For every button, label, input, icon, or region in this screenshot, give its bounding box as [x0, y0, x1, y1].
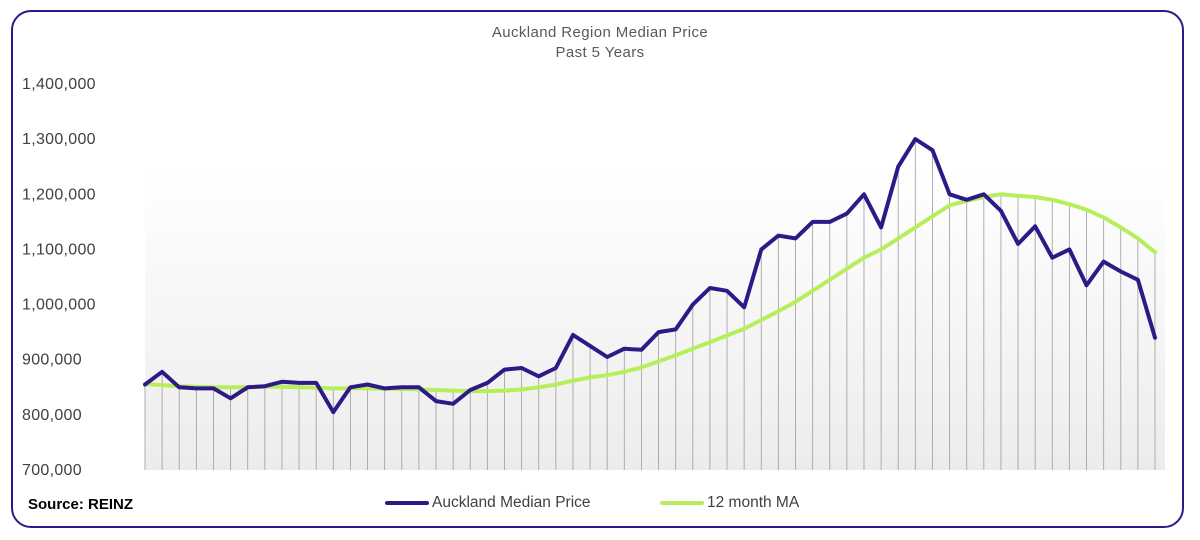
legend-swatch-auckland-median [385, 501, 429, 505]
y-tick-label: 700,000 [22, 462, 82, 479]
series-lines [143, 137, 1157, 415]
drop-lines [144, 139, 1156, 470]
plot-background [145, 170, 1165, 470]
y-tick-label: 1,400,000 [22, 76, 96, 93]
y-tick-label: 1,200,000 [22, 186, 96, 203]
y-tick-label: 900,000 [22, 352, 82, 369]
y-tick-label: 800,000 [22, 407, 82, 424]
legend-label-auckland-median: Auckland Median Price [432, 494, 591, 511]
y-axis-ticks: 1,400,000 1,300,000 1,200,000 1,100,000 1,00… [22, 76, 96, 479]
legend-swatch-12-month-ma [660, 501, 704, 505]
y-tick-label: 1,100,000 [22, 241, 96, 258]
y-tick-label: 1,300,000 [22, 131, 96, 148]
legend-label-12-month-ma: 12 month MA [707, 494, 800, 511]
legend-item-12-month-ma: 12 month MA [660, 494, 799, 512]
legend-item-auckland-median: Auckland Median Price [385, 494, 591, 512]
y-tick-label: 1,000,000 [22, 297, 96, 314]
source-note: Source: REINZ [28, 496, 134, 513]
chart-title: Auckland Region Median Price [491, 24, 709, 41]
chart-subtitle: Past 5 Years [555, 44, 645, 61]
series-line-auckland-median [143, 137, 1157, 415]
